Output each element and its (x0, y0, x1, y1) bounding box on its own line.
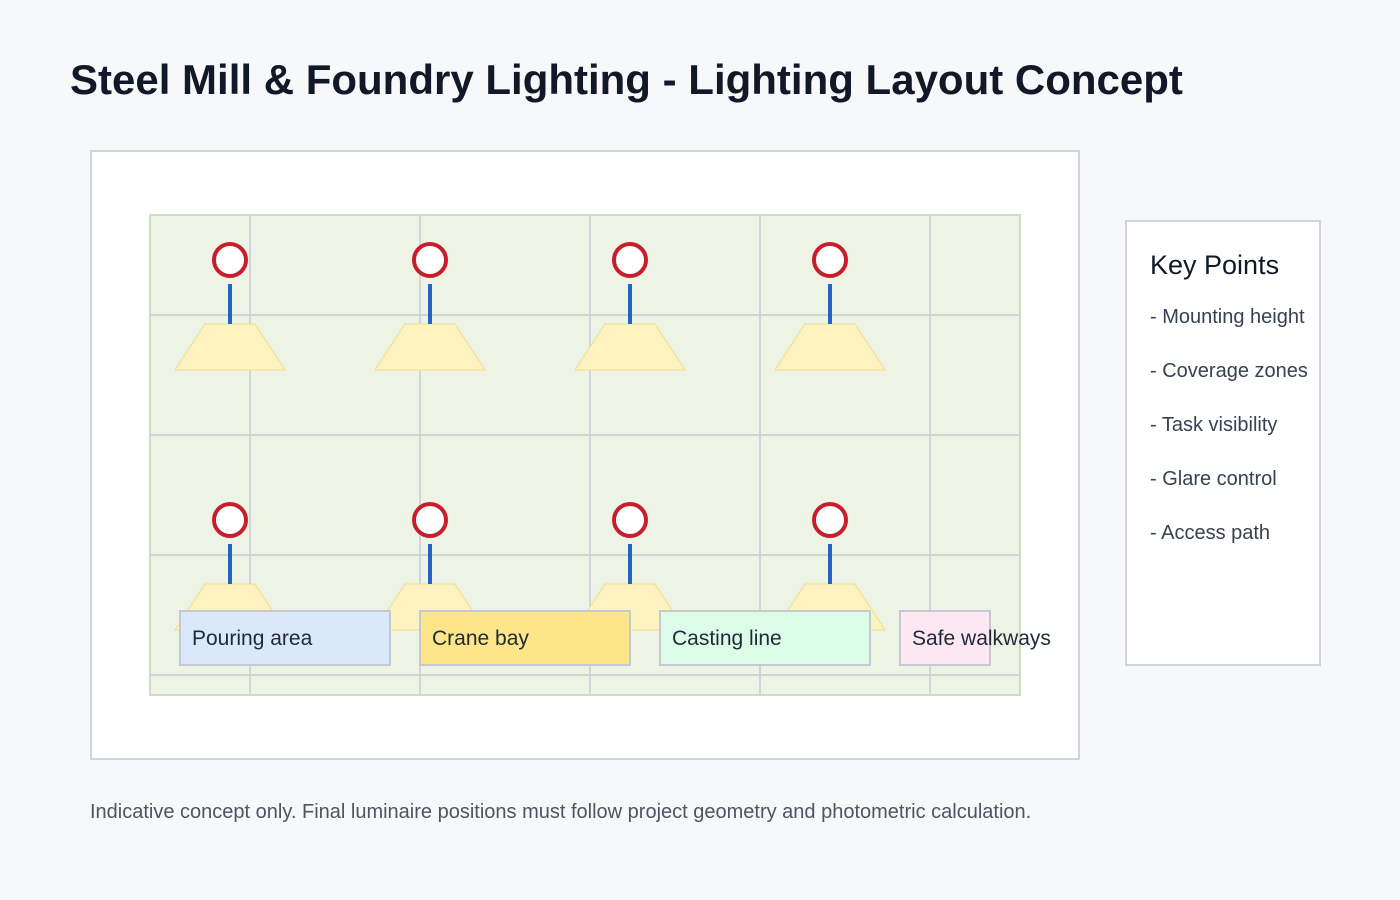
luminaire-head (612, 502, 648, 538)
zone-label-box: Crane bay (419, 610, 631, 666)
zone-swatch (899, 610, 991, 666)
light-cone (774, 323, 886, 371)
disclaimer-note: Indicative concept only. Final luminaire… (90, 801, 1032, 823)
luminaire-head (612, 242, 648, 278)
luminaire-head (212, 242, 248, 278)
zone-swatch (659, 610, 871, 666)
key-point-item: - Coverage zones (1150, 360, 1308, 382)
pendant-luminaire-icon (774, 242, 886, 371)
pendant-luminaire-icon (174, 242, 286, 371)
luminaire-head (412, 242, 448, 278)
zone-swatch (419, 610, 631, 666)
luminaire-head (412, 502, 448, 538)
zone-label-text: Safe walkways (912, 627, 1051, 650)
key-point-item: - Mounting height (1150, 306, 1305, 328)
zone-label-text: Casting line (672, 627, 782, 650)
zone-label-text: Pouring area (192, 627, 313, 650)
key-points-title: Key Points (1150, 250, 1280, 280)
light-cone (574, 323, 686, 371)
light-cone (174, 323, 286, 371)
luminaire-head (812, 242, 848, 278)
key-point-item: - Glare control (1150, 468, 1277, 490)
luminaire-head (212, 502, 248, 538)
luminaire-head (812, 502, 848, 538)
key-point-item: - Task visibility (1150, 414, 1278, 436)
luminaire-layer (174, 242, 886, 631)
light-cone (374, 323, 486, 371)
zone-label-box: Casting line (659, 610, 871, 666)
page-title: Steel Mill & Foundry Lighting - Lighting… (70, 56, 1183, 103)
key-points-list: - Mounting height - Coverage zones - Tas… (1150, 304, 1308, 574)
zone-label-text: Crane bay (432, 627, 529, 650)
zone-label-box: Safe walkways (899, 610, 1051, 666)
key-points-panel (1125, 220, 1321, 666)
zone-swatch (179, 610, 391, 666)
pendant-luminaire-icon (574, 242, 686, 371)
zone-labels-layer: Pouring area Crane bay Casting line Safe wa… (179, 610, 1051, 666)
pendant-luminaire-icon (374, 242, 486, 371)
zone-label-box: Pouring area (179, 610, 391, 666)
key-point-item: - Access path (1150, 522, 1271, 544)
